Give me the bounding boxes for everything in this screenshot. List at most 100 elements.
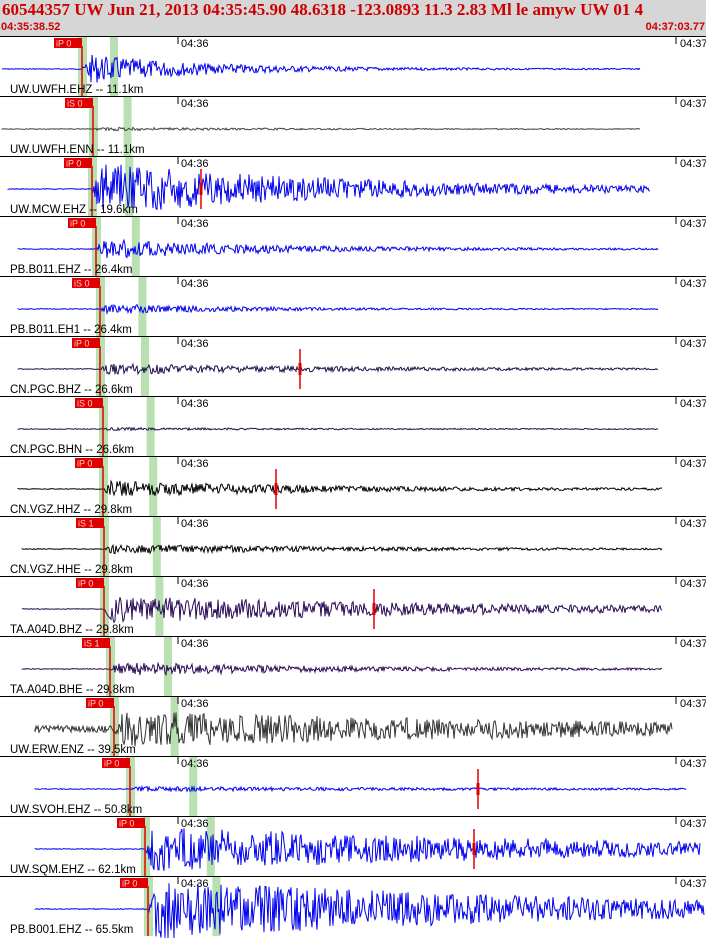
end-time-label: 04:37:03.77 (645, 21, 705, 33)
pick-marker[interactable] (68, 218, 96, 228)
pick-marker[interactable] (76, 578, 104, 588)
minute-tick-label: 04:36 (181, 458, 209, 470)
s-window (141, 336, 149, 396)
edge-tick-label: 04:37 (680, 278, 706, 290)
pick-marker[interactable] (86, 698, 114, 708)
pick-marker[interactable] (54, 38, 82, 48)
pick-label: iS 0 (67, 99, 83, 109)
pick-label: iP 0 (122, 879, 137, 889)
station-label: UW.UWFH.ENN -- 11.1km (10, 144, 145, 156)
pick-label: iP 0 (88, 699, 103, 709)
waveform (2, 54, 641, 83)
pick-label: iS 0 (77, 399, 93, 409)
trace-row[interactable]: 04:36 04:37 iP 0 UW.SVOH.EHZ -- 50.8km (0, 756, 706, 816)
waveform (17, 362, 659, 376)
pick-label: iP 0 (77, 459, 92, 469)
station-label: CN.VGZ.HHE -- 29.8km (10, 564, 133, 576)
waveform (21, 597, 663, 624)
amplitude-spike-core (372, 603, 376, 615)
trace-row[interactable]: 04:36 04:37 iP 0 UW.ERW.ENZ -- 39.5km (0, 696, 706, 756)
trace-row[interactable]: 04:36 04:37 iS 1 CN.VGZ.HHE -- 29.8km (0, 516, 706, 576)
edge-tick-label: 04:37 (680, 458, 706, 470)
amplitude-spike-core (298, 363, 302, 375)
trace-row[interactable]: 04:36 04:37 iS 0 UW.UWFH.ENN -- 11.1km (0, 96, 706, 156)
edge-tick-label: 04:37 (680, 38, 706, 50)
minute-tick-label: 04:36 (181, 278, 209, 290)
event-title: 60544357 UW Jun 21, 2013 04:35:45.90 48.… (2, 0, 644, 19)
waveform (17, 238, 659, 259)
station-label: PB.B011.EHZ -- 26.4km (10, 264, 133, 276)
waveform (21, 661, 663, 676)
pick-marker[interactable] (117, 818, 145, 828)
station-label: TA.A04D.BHZ -- 29.8km (10, 624, 134, 636)
minute-tick-label: 04:36 (181, 158, 209, 170)
minute-tick-label: 04:36 (181, 698, 209, 710)
trace-row[interactable]: 04:36 04:37 iP 0 CN.VGZ.HHZ -- 29.8km (0, 456, 706, 516)
trace-row[interactable]: 04:36 04:37 iP 0 UW.MCW.EHZ -- 19.6km (0, 156, 706, 216)
amplitude-spike-core (472, 843, 476, 855)
edge-tick-label: 04:37 (680, 398, 706, 410)
seismogram-panel[interactable]: 04:36 04:37 iP 0 UW.UWFH.EHZ -- 11.1km 04:36… (0, 36, 706, 938)
trace-row[interactable]: 04:36 04:37 iP 0 UW.UWFH.EHZ -- 11.1km (0, 36, 706, 96)
pick-label: iS 1 (78, 519, 94, 529)
edge-tick-label: 04:37 (680, 578, 706, 590)
station-label: PB.B011.EH1 -- 26.4km (10, 324, 132, 336)
s-window (164, 636, 172, 696)
s-window (138, 276, 147, 336)
minute-tick-label: 04:36 (181, 398, 209, 410)
trace-row[interactable]: 04:36 04:37 iP 0 UW.SQM.EHZ -- 62.1km (0, 816, 706, 876)
pick-marker[interactable] (72, 338, 100, 348)
pick-marker[interactable] (75, 398, 103, 408)
trace-row[interactable]: 04:36 04:37 iS 0 PB.B011.EH1 -- 26.4km (0, 276, 706, 336)
amplitude-spike-core (199, 183, 203, 195)
station-label: CN.PGC.BHZ -- 26.6km (10, 384, 133, 396)
event-header: 60544357 UW Jun 21, 2013 04:35:45.90 48.… (0, 0, 706, 36)
edge-tick-label: 04:37 (680, 158, 706, 170)
trace-row[interactable]: 04:36 04:37 iS 1 TA.A04D.BHE -- 29.8km (0, 636, 706, 696)
pick-marker[interactable] (75, 458, 103, 468)
pick-label: iP 0 (70, 219, 85, 229)
pick-marker[interactable] (102, 758, 130, 768)
start-time-label: 04:35:38.52 (1, 21, 61, 33)
s-window (146, 396, 155, 456)
waveform (34, 784, 687, 793)
s-window (189, 756, 198, 816)
minute-tick-label: 04:36 (181, 638, 209, 650)
pick-marker[interactable] (65, 98, 93, 108)
trace-row[interactable]: 04:36 04:37 iP 0 CN.PGC.BHZ -- 26.6km (0, 336, 706, 396)
minute-tick-label: 04:36 (181, 338, 209, 350)
minute-tick-label: 04:36 (181, 38, 209, 50)
pick-marker[interactable] (76, 518, 104, 528)
pick-marker[interactable] (120, 878, 148, 888)
station-label: PB.B001.EHZ -- 65.5km (10, 924, 133, 936)
minute-tick-label: 04:36 (181, 518, 209, 530)
edge-tick-label: 04:37 (680, 878, 706, 890)
pick-marker[interactable] (82, 638, 110, 648)
waveform (34, 883, 705, 938)
station-label: UW.MCW.EHZ -- 19.6km (10, 204, 138, 216)
pick-label: iP 0 (56, 39, 71, 49)
station-label: UW.ERW.ENZ -- 39.5km (10, 744, 136, 756)
pick-marker[interactable] (64, 158, 92, 168)
s-window (123, 96, 132, 156)
pick-label: iP 0 (74, 339, 89, 349)
pick-label: iP 0 (119, 819, 134, 829)
trace-row[interactable]: 04:36 04:37 iS 0 CN.PGC.BHN -- 26.6km (0, 396, 706, 456)
trace-row[interactable]: 04:36 04:37 iP 0 PB.B011.EHZ -- 26.4km (0, 216, 706, 276)
waveform (7, 164, 651, 211)
amplitude-spike-core (476, 783, 480, 795)
trace-row[interactable]: 04:36 04:37 iP 0 PB.B001.EHZ -- 65.5km (0, 876, 706, 938)
pick-label: iS 1 (84, 639, 100, 649)
trace-row[interactable]: 04:36 04:37 iP 0 TA.A04D.BHZ -- 29.8km (0, 576, 706, 636)
minute-tick-label: 04:36 (181, 818, 209, 830)
edge-tick-label: 04:37 (680, 698, 706, 710)
pick-label: iP 0 (78, 579, 93, 589)
station-label: UW.UWFH.EHZ -- 11.1km (10, 84, 143, 96)
waveform (17, 303, 659, 315)
waveform (17, 479, 663, 497)
edge-tick-label: 04:37 (680, 818, 706, 830)
waveform (17, 426, 659, 432)
minute-tick-label: 04:36 (181, 758, 209, 770)
pick-marker[interactable] (72, 278, 100, 288)
